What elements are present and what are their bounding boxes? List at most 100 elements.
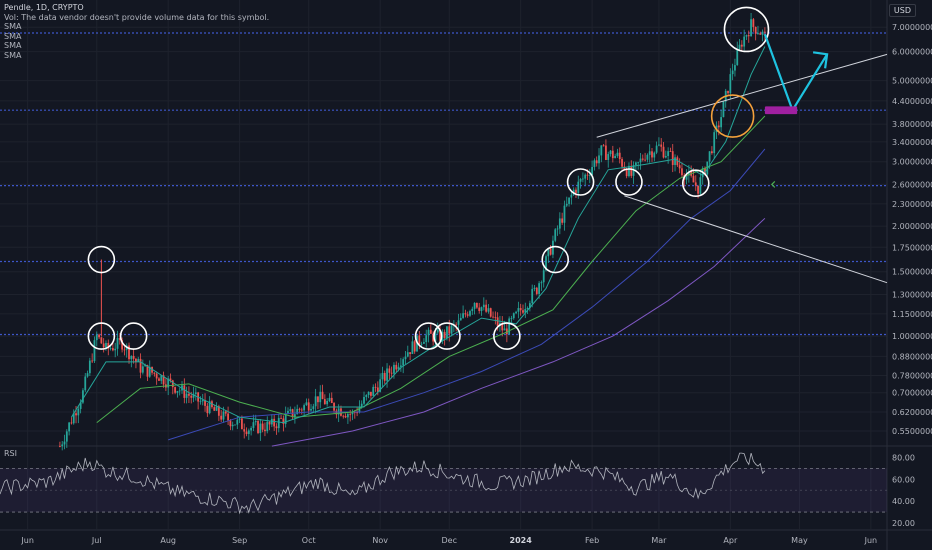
candle-body-179 [471, 308, 474, 312]
price-tick-5: 3.40000000 [892, 138, 932, 147]
candle-body-38 [146, 364, 149, 377]
candle-body-212 [547, 248, 550, 257]
candle-body-257 [651, 151, 653, 158]
candle-body-188 [492, 316, 494, 318]
sma-fast-line [70, 46, 766, 424]
price-tick-14: 1.00000000 [892, 332, 932, 341]
candle-body-159 [425, 335, 428, 343]
candle-body-6 [72, 413, 75, 424]
candle-body-160 [427, 329, 430, 336]
time-tick-5: Nov [372, 536, 388, 545]
marker-chevron [770, 180, 776, 188]
candle-body-294 [736, 49, 739, 66]
candle-body-181 [476, 302, 478, 308]
legend: Pendle, 1D, CRYPTO Vol: The data vendor … [4, 3, 269, 61]
candle-body-208 [538, 283, 541, 294]
candle-body-73 [227, 413, 229, 421]
forecast-arrow [763, 33, 829, 112]
candle-body-65 [208, 401, 211, 414]
highlight-circle-5 [493, 322, 521, 350]
candle-body-111 [314, 396, 317, 407]
candle-body-304 [759, 33, 762, 35]
sma-legend-4[interactable]: SMA [4, 50, 22, 60]
sma-mid-line [96, 115, 766, 423]
candle-body-145 [393, 364, 395, 374]
candle-body-86 [257, 421, 259, 434]
candle-body-51 [176, 391, 179, 393]
candle-body-133 [365, 394, 368, 397]
candle-body-287 [720, 117, 723, 128]
candle-body-228 [584, 174, 587, 179]
candle-body-157 [420, 343, 423, 345]
candle-body-11 [84, 376, 87, 391]
candle-body-37 [144, 364, 147, 367]
sma-legend-3[interactable]: SMA [4, 41, 22, 51]
candle-body-178 [469, 311, 471, 316]
candle-body-98 [284, 413, 287, 424]
price-tick-17: 0.70000000 [892, 389, 932, 398]
candle-body-85 [254, 421, 257, 423]
price-tick-3: 4.40000000 [892, 97, 932, 106]
candle-body-33 [135, 358, 137, 362]
candle-body-109 [310, 408, 312, 411]
candle-body-233 [595, 160, 598, 164]
candle-body-303 [757, 33, 759, 34]
candle-body-214 [552, 240, 554, 255]
candle-body-42 [155, 373, 158, 379]
candle-body-296 [740, 44, 743, 47]
candle-body-90 [266, 421, 269, 432]
candle-body-28 [123, 349, 126, 351]
sma-legend-2[interactable]: SMA [4, 31, 22, 41]
currency-button[interactable]: USD [888, 4, 916, 17]
candle-body-200 [519, 308, 522, 311]
candle-body-16 [95, 334, 98, 341]
candle-body-277 [697, 185, 699, 194]
symbol-line[interactable]: Pendle, 1D, CRYPTO [4, 3, 84, 12]
candle-body-10 [82, 390, 84, 403]
candle-body-229 [586, 174, 589, 176]
candle-body-300 [750, 19, 752, 37]
candle-body-106 [303, 405, 306, 411]
candle-body-286 [717, 125, 720, 128]
candle-body-241 [614, 155, 617, 159]
candle-body-288 [722, 101, 725, 118]
candle-body-262 [662, 146, 665, 158]
price-tick-18: 0.62000000 [892, 408, 932, 417]
candle-body-9 [79, 402, 82, 409]
price-tick-16: 0.78000000 [892, 372, 932, 381]
candle-body-150 [404, 356, 407, 360]
candle-body-210 [542, 270, 545, 283]
candle-body-299 [747, 35, 750, 37]
candle-body-244 [621, 159, 623, 167]
candle-body-217 [558, 218, 561, 229]
candle-body-123 [342, 415, 345, 417]
candle-body-236 [602, 145, 605, 147]
time-tick-8: Feb [585, 536, 599, 545]
candle-body-1 [61, 444, 64, 447]
candle-body-266 [671, 151, 674, 165]
candle-body-19 [102, 343, 105, 348]
candle-body-284 [713, 132, 716, 154]
candle-body-36 [141, 366, 144, 373]
sma-legend-1[interactable]: SMA [4, 22, 22, 32]
candle-body-47 [167, 378, 170, 388]
candle-body-94 [275, 426, 278, 429]
candle-body-87 [259, 423, 262, 434]
candle-body-142 [386, 368, 388, 381]
candle-body-195 [508, 318, 511, 335]
candle-body-192 [501, 322, 504, 331]
candle-body-263 [664, 156, 667, 158]
candle-body-139 [379, 379, 382, 392]
rsi-tick-0: 80.00 [892, 453, 915, 462]
candle-body-134 [367, 391, 370, 395]
candle-body-163 [434, 332, 437, 342]
candle-body-83 [250, 427, 253, 431]
candle-body-183 [480, 307, 483, 311]
candle-body-211 [545, 256, 547, 271]
candle-body-239 [609, 150, 612, 155]
candle-body-248 [630, 165, 633, 176]
candle-body-301 [752, 19, 755, 27]
candle-body-70 [220, 415, 223, 420]
candle-body-48 [169, 378, 172, 381]
